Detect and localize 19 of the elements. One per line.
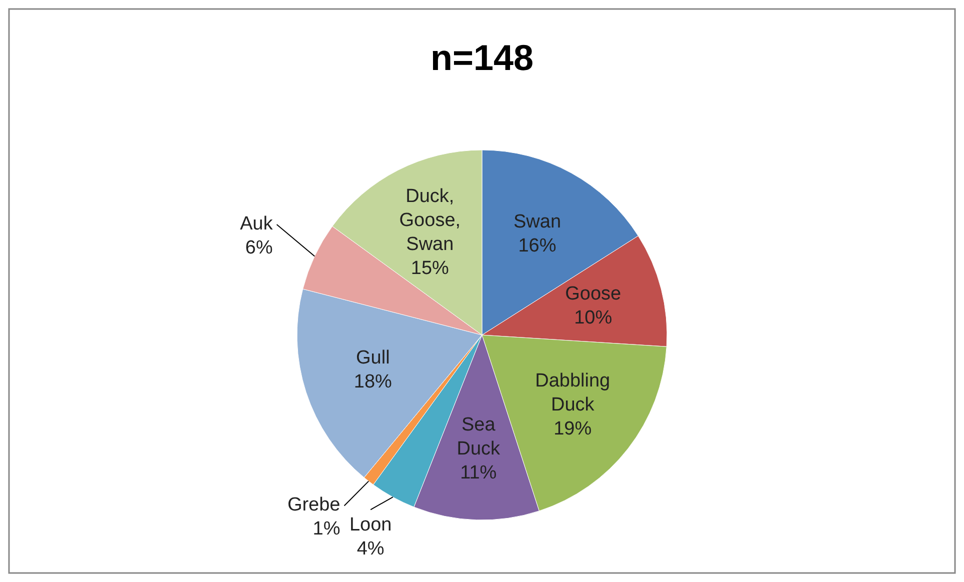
data-label: 4%: [356, 538, 384, 560]
slice-label: Gull: [356, 347, 390, 368]
data-label: 10%: [574, 307, 612, 328]
data-label: 16%: [518, 236, 556, 257]
data-label: 15%: [410, 258, 450, 279]
chart-title: n=148: [430, 37, 534, 78]
data-label: 1%: [312, 518, 340, 540]
slice-label: Sea Duck: [456, 414, 501, 460]
data-label: 18%: [354, 371, 392, 392]
data-label: 6%: [245, 238, 273, 259]
slice-label: Auk: [240, 214, 274, 235]
slice-label: Grebe: [287, 494, 340, 516]
slice-label: Duck, Goose, Swan: [399, 186, 461, 255]
slice-label: Loon: [349, 514, 392, 536]
data-label: 11%: [460, 462, 497, 484]
data-label: 19%: [554, 418, 592, 440]
slice-label: Swan: [513, 212, 562, 233]
slice-label: Dabbling Duck: [535, 370, 610, 416]
slice-label: Goose: [565, 283, 622, 304]
